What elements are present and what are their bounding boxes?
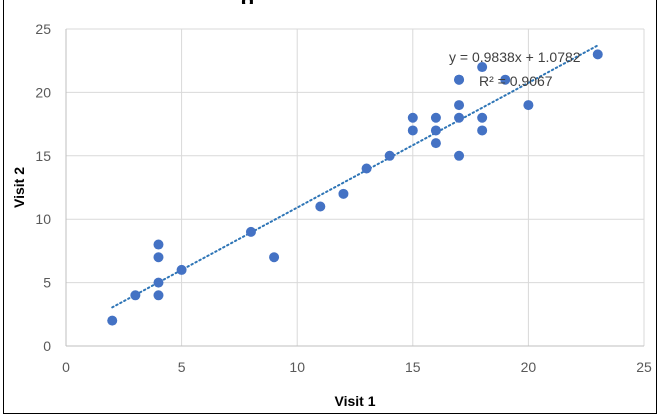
y-tick-label: 0 <box>43 338 51 354</box>
data-point <box>454 150 465 161</box>
trendline-group <box>111 44 599 309</box>
data-point <box>153 290 164 301</box>
data-point <box>153 277 164 288</box>
data-point <box>430 125 441 136</box>
data-point <box>454 112 465 123</box>
data-point <box>338 188 349 199</box>
chart-title: g <box>241 0 254 4</box>
trendline <box>111 44 599 309</box>
x-tick-label: 20 <box>521 359 537 375</box>
legend-marker <box>454 74 465 85</box>
y-tick-label: 20 <box>35 84 51 100</box>
y-tick-label: 10 <box>35 211 51 227</box>
data-point <box>361 163 372 174</box>
data-point <box>454 100 465 111</box>
x-tick-label: 15 <box>405 359 421 375</box>
gridlines <box>66 28 645 346</box>
tick-labels: 0 5 10 15 20 25 0 5 10 15 20 25 <box>35 21 652 375</box>
trendline-equation: y = 0.9838x + 1.0782 <box>449 49 581 65</box>
data-point <box>130 290 141 301</box>
data-point <box>153 252 164 263</box>
y-tick-label: 25 <box>35 21 51 37</box>
data-point <box>477 62 488 73</box>
data-point <box>430 138 441 149</box>
x-tick-label: 25 <box>636 359 652 375</box>
y-tick-label: 15 <box>35 148 51 164</box>
data-point <box>384 150 395 161</box>
chart-frame <box>3 0 657 414</box>
y-tick-label: 5 <box>43 275 51 291</box>
data-point <box>153 239 164 250</box>
data-point <box>592 49 603 60</box>
data-point <box>523 100 534 111</box>
data-point <box>477 125 488 136</box>
y-axis-title: Visit 2 <box>11 167 27 208</box>
data-point <box>269 252 280 263</box>
data-point <box>477 112 488 123</box>
data-point <box>176 264 187 275</box>
data-points <box>107 49 603 326</box>
data-point <box>407 125 418 136</box>
x-tick-label: 10 <box>289 359 305 375</box>
data-point <box>500 74 511 85</box>
data-point <box>245 226 256 237</box>
r-squared-label: R² = 0.9067 <box>479 73 553 89</box>
data-point <box>430 112 441 123</box>
data-point <box>315 201 326 212</box>
x-tick-label: 5 <box>178 359 186 375</box>
data-point <box>407 112 418 123</box>
axes <box>65 29 644 347</box>
x-tick-label: 0 <box>62 359 70 375</box>
data-point <box>107 315 118 326</box>
x-axis-title: Visit 1 <box>335 393 376 409</box>
